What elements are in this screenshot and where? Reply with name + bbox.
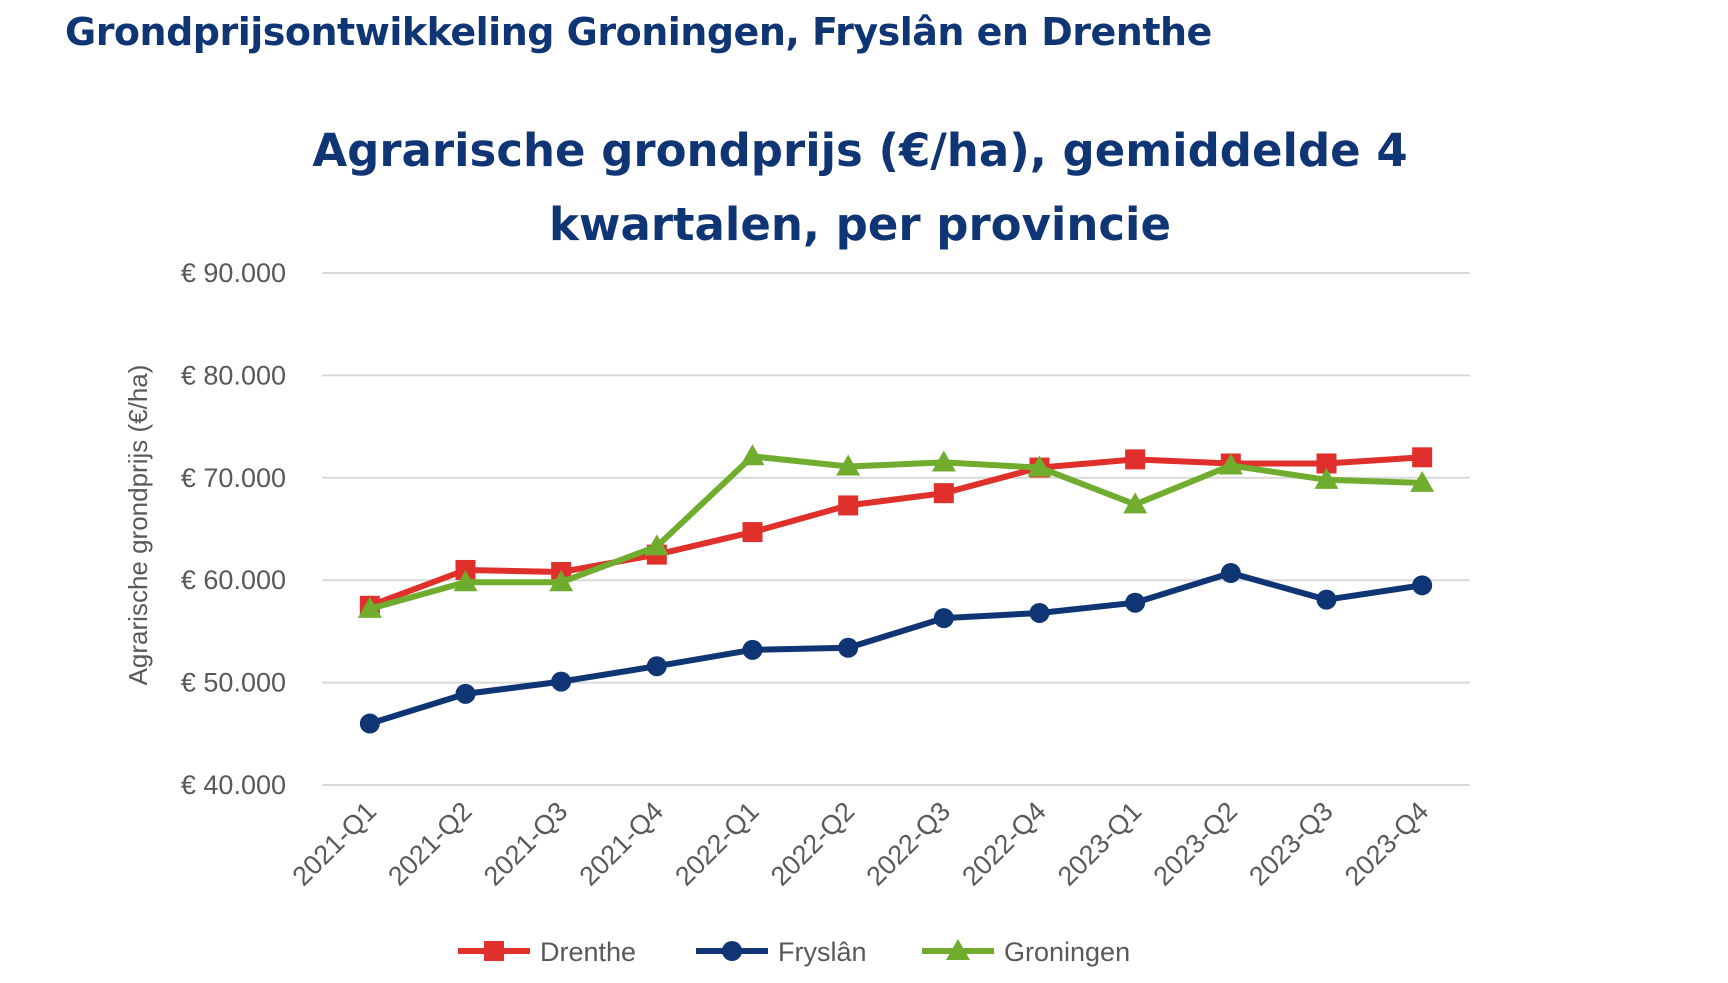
data-point — [838, 495, 859, 516]
legend-item: Drenthe — [458, 937, 636, 967]
y-tick-label: € 40.000 — [181, 770, 286, 800]
x-tick-label: 2021-Q2 — [382, 796, 478, 892]
y-tick-label: € 70.000 — [181, 463, 286, 493]
series-groningen — [357, 444, 1435, 618]
data-point — [646, 656, 667, 677]
series-lines — [357, 444, 1435, 734]
data-point — [1220, 563, 1241, 584]
data-point — [1125, 449, 1146, 470]
data-point — [455, 559, 476, 580]
y-axis-ticks: € 40.000 € 50.000 € 60.000 € 70.000 € 80.000… — [181, 258, 286, 800]
gridlines — [322, 272, 1470, 786]
x-tick-label: 2021-Q4 — [574, 796, 670, 892]
data-point — [359, 713, 380, 734]
x-tick-label: 2023-Q3 — [1243, 796, 1339, 892]
legend-marker — [946, 939, 970, 960]
data-point — [933, 483, 954, 504]
x-tick-label: 2022-Q4 — [956, 796, 1052, 892]
x-tick-label: 2022-Q2 — [765, 796, 861, 892]
y-tick-label: € 90.000 — [181, 258, 286, 288]
data-point — [549, 570, 574, 592]
chart-title-line-2: kwartalen, per provincie — [549, 198, 1171, 251]
data-point — [1314, 467, 1339, 489]
data-point — [740, 444, 765, 466]
data-point — [1412, 575, 1433, 596]
y-axis-title: Agrarische grondprijs (€/ha) — [123, 365, 153, 686]
legend: Drenthe Fryslân Groningen — [458, 937, 1130, 967]
x-axis-ticks: 2021-Q1 2021-Q2 2021-Q3 2021-Q4 2022-Q1 2022-… — [287, 796, 1435, 892]
legend-label: Drenthe — [540, 937, 636, 967]
chart-title-line-1: Agrarische grondprijs (€/ha), gemiddelde… — [312, 124, 1407, 177]
legend-marker — [484, 941, 504, 961]
x-tick-label: 2022-Q3 — [861, 796, 957, 892]
data-point — [1218, 453, 1243, 475]
series-line — [366, 570, 1426, 727]
x-tick-label: 2023-Q2 — [1148, 796, 1244, 892]
legend-item: Groningen — [922, 937, 1130, 967]
data-point — [933, 608, 954, 629]
legend-label: Groningen — [1004, 937, 1130, 967]
data-point — [931, 450, 956, 472]
data-point — [455, 683, 476, 704]
x-tick-label: 2021-Q1 — [287, 796, 383, 892]
x-tick-label: 2022-Q1 — [669, 796, 765, 892]
legend-marker — [722, 941, 742, 961]
data-point — [836, 454, 861, 476]
x-tick-label: 2021-Q3 — [478, 796, 574, 892]
x-tick-label: 2023-Q1 — [1052, 796, 1148, 892]
legend-label: Fryslân — [778, 937, 867, 967]
data-point — [644, 534, 669, 556]
y-tick-label: € 50.000 — [181, 668, 286, 698]
data-point — [1316, 589, 1337, 610]
series-line — [366, 454, 1426, 609]
data-point — [1410, 470, 1435, 492]
legend-item: Fryslân — [696, 937, 867, 967]
data-point — [1123, 492, 1148, 514]
data-point — [1029, 602, 1050, 623]
data-point — [1316, 453, 1337, 474]
data-point — [742, 522, 763, 543]
data-point — [1125, 592, 1146, 613]
x-tick-label: 2023-Q4 — [1339, 796, 1435, 892]
series-line — [366, 453, 1426, 612]
data-point — [838, 637, 859, 658]
data-point — [1412, 447, 1433, 468]
data-point — [742, 639, 763, 660]
data-point — [1027, 455, 1052, 477]
series-frysl-n — [359, 563, 1433, 734]
data-point — [453, 570, 478, 592]
y-tick-label: € 80.000 — [181, 360, 286, 390]
y-tick-label: € 60.000 — [181, 565, 286, 595]
page-heading: Grondprijsontwikkeling Groningen, Fryslâ… — [65, 10, 1212, 54]
data-point — [357, 596, 382, 618]
data-point — [551, 671, 572, 692]
